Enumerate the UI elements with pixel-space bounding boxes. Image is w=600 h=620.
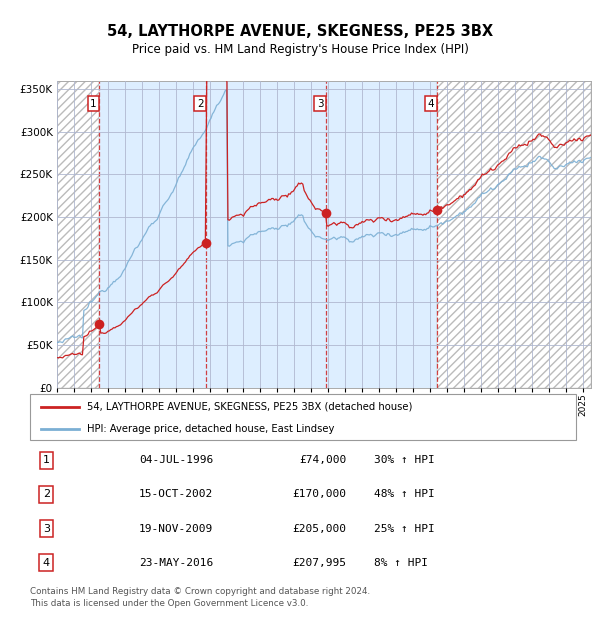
Text: Price paid vs. HM Land Registry's House Price Index (HPI): Price paid vs. HM Land Registry's House … — [131, 43, 469, 56]
Bar — [100, 81, 206, 388]
Text: 15-OCT-2002: 15-OCT-2002 — [139, 489, 214, 500]
Text: £207,995: £207,995 — [293, 557, 347, 568]
Text: £74,000: £74,000 — [299, 455, 347, 466]
Text: Contains HM Land Registry data © Crown copyright and database right 2024.: Contains HM Land Registry data © Crown c… — [30, 587, 370, 596]
Text: 3: 3 — [317, 99, 323, 108]
Bar — [206, 81, 326, 388]
Text: 4: 4 — [427, 99, 434, 108]
Bar — [57, 81, 100, 388]
Text: 54, LAYTHORPE AVENUE, SKEGNESS, PE25 3BX (detached house): 54, LAYTHORPE AVENUE, SKEGNESS, PE25 3BX… — [88, 402, 413, 412]
FancyBboxPatch shape — [30, 394, 576, 440]
Bar — [57, 81, 100, 388]
Text: 1: 1 — [90, 99, 97, 108]
Text: 04-JUL-1996: 04-JUL-1996 — [139, 455, 214, 466]
Text: 19-NOV-2009: 19-NOV-2009 — [139, 523, 214, 534]
Text: This data is licensed under the Open Government Licence v3.0.: This data is licensed under the Open Gov… — [30, 600, 308, 608]
Text: 8% ↑ HPI: 8% ↑ HPI — [374, 557, 428, 568]
Text: 1: 1 — [43, 455, 50, 466]
Text: HPI: Average price, detached house, East Lindsey: HPI: Average price, detached house, East… — [88, 423, 335, 433]
Text: £205,000: £205,000 — [293, 523, 347, 534]
Text: 23-MAY-2016: 23-MAY-2016 — [139, 557, 214, 568]
Text: 2: 2 — [197, 99, 203, 108]
Text: 2: 2 — [43, 489, 50, 500]
Text: 25% ↑ HPI: 25% ↑ HPI — [374, 523, 435, 534]
Text: 30% ↑ HPI: 30% ↑ HPI — [374, 455, 435, 466]
Text: £170,000: £170,000 — [293, 489, 347, 500]
Text: 54, LAYTHORPE AVENUE, SKEGNESS, PE25 3BX: 54, LAYTHORPE AVENUE, SKEGNESS, PE25 3BX — [107, 24, 493, 38]
Text: 3: 3 — [43, 523, 50, 534]
Bar — [437, 81, 591, 388]
Bar — [437, 81, 591, 388]
Text: 4: 4 — [43, 557, 50, 568]
Bar — [326, 81, 437, 388]
Text: 48% ↑ HPI: 48% ↑ HPI — [374, 489, 435, 500]
